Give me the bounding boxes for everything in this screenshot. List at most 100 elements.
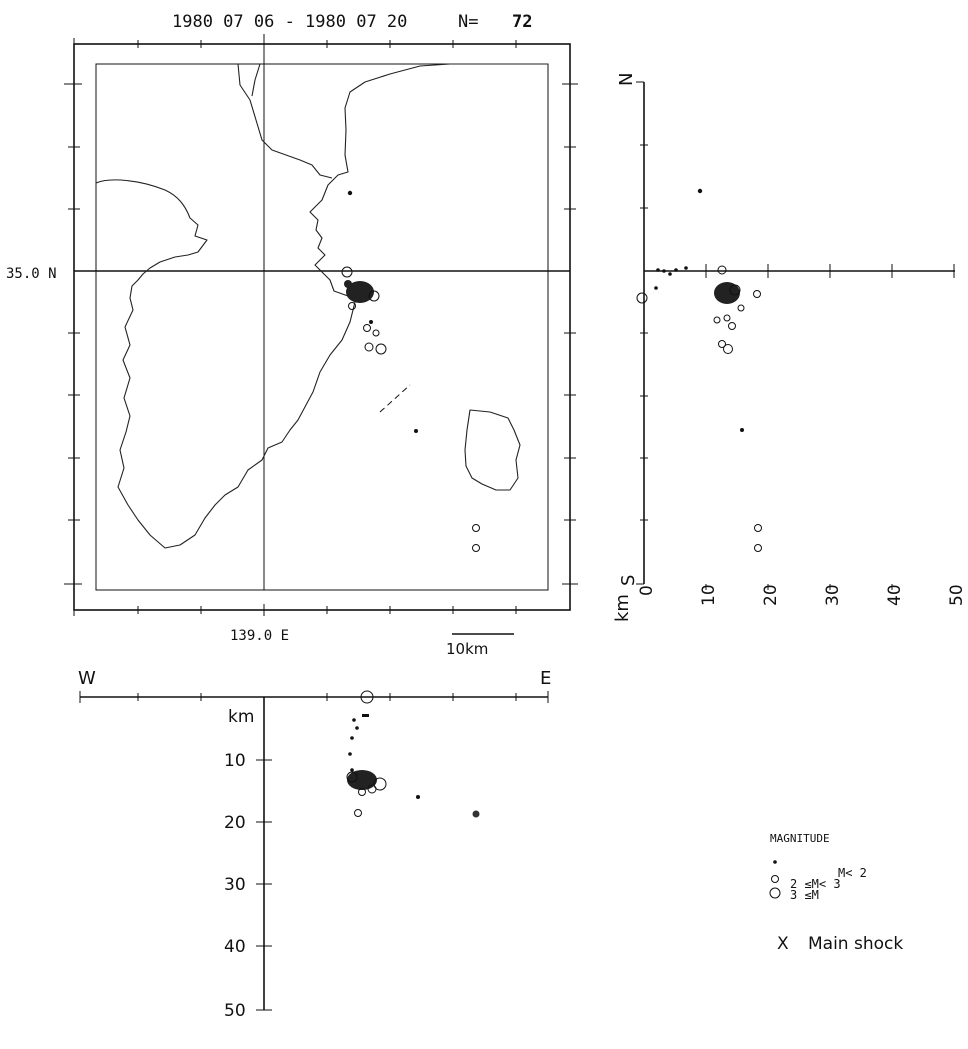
map-ticks [64,38,578,616]
legend-large-circle-symbol [769,887,781,899]
ew-tick-label: 30 [224,875,246,895]
epicenter-dot [344,280,352,288]
legend-item-label: 3 ≤M [790,888,819,902]
hypocenter-circle [358,788,366,796]
legend-small-circle-symbol [771,875,779,883]
ns-tick-label: 30 [823,584,843,606]
hypocenter-circle [723,344,733,354]
lat-label: 35.0 N [6,266,57,282]
ns-tick-label: 40 [885,584,905,606]
hypocenter-circle [753,290,761,298]
epicenter-dot [347,190,353,196]
ns-south-label: S [618,575,639,586]
epicenter-circle [375,343,387,355]
hypocenter-dot [674,268,678,272]
hypocenter-circle [754,544,762,552]
epicenter-map: 35.0 N 139.0 E 10km [6,34,578,658]
legend-title: MAGNITUDE [770,832,830,845]
legend-item-label: 2 ≤M< 3 [790,877,841,891]
hypocenter-dot [348,752,352,756]
hypocenter-dot [350,736,354,740]
ns-tick-label: 50 [947,584,967,606]
count-label: N= [458,12,478,32]
hypocenter-dot [654,286,658,290]
epicenter-circle [363,324,371,332]
hypocenter-dot [668,272,672,276]
map-outer-frame [73,43,571,611]
hypocenter-cluster [714,282,740,304]
main-shock-symbol: X [777,934,789,954]
ew-tick-label: 50 [224,1001,246,1021]
epicenter-circle [372,329,380,337]
hypocenter-circle [367,784,377,794]
legend-dot-symbol [773,860,777,864]
figure-header: 1980 07 06 - 1980 07 20 N= 72 [172,12,532,32]
hypocenter-dot [697,188,703,194]
ns-depth-tick-labels: 0 10 20 30 40 50 [637,584,967,606]
hypocenter-dot [350,768,354,772]
hypocenter-dot [362,714,369,717]
epicenter-circle [348,302,356,310]
ew-km-label: km [228,707,254,727]
hypocenter-circle [346,771,358,783]
ns-km-label: km [612,594,633,622]
hypocenter-dot [684,266,688,270]
main-shock-label: Main shock [808,934,903,954]
island-oshima [464,409,521,491]
hypocenter-dot [662,269,666,273]
epicenter-circle [341,266,353,278]
hypocenter-circle [373,777,387,791]
epicenters [341,190,480,552]
ew-depth-tick-labels: 10 20 30 40 50 [224,751,246,1021]
ns-tick-label: 20 [761,584,781,606]
hypocenter-circle [729,284,741,296]
ew-east-label: E [540,668,551,689]
ew-cross-section: W E km 10 20 30 40 50 [78,668,551,1021]
hypocenter-circle [713,316,721,324]
date-range: 1980 07 06 - 1980 07 20 [172,12,407,32]
count-value: 72 [512,12,532,32]
epicenter-cluster [346,281,374,303]
hypocenter-dot [355,726,359,730]
hypocenter-dot [416,795,420,799]
ns-hypocenters [636,188,762,552]
hypocenter-dot [740,428,744,432]
hypocenter-circle [472,810,480,818]
epicenter-dot [414,429,418,433]
coastline-izu-peninsula [95,63,548,549]
ew-tick-label: 20 [224,813,246,833]
ew-tick-label: 10 [224,751,246,771]
hypocenter-circle [737,304,745,312]
ew-west-label: W [78,668,96,689]
hypocenter-cluster [347,770,377,790]
epicenter-circle [368,290,380,302]
hypocenter-circle [717,265,727,275]
ew-tick-label: 40 [224,937,246,957]
hypocenter-circle [728,322,736,330]
hypocenter-dot [352,718,356,722]
ew-hypocenters [346,690,480,818]
epicenter-dot [369,320,373,324]
ns-axis-ticks [636,81,955,590]
coastline-west-north [251,63,261,97]
ns-cross-section: N S km 0 10 20 30 40 50 [612,73,967,622]
hypocenter-circle [360,690,374,704]
legend-item-label: M< 2 [838,866,867,880]
hypocenter-dot [656,268,660,272]
coastline-north [237,63,333,179]
scale-label: 10km [446,640,488,658]
hypocenter-circle [354,809,362,817]
hypocenter-circle [718,340,726,348]
ew-axis-ticks [79,691,549,1011]
magnitude-legend: MAGNITUDE M< 2 2 ≤M< 3 3 ≤M X Main shock [769,832,903,954]
map-inner-frame [95,63,549,591]
epicenter-circle [472,524,480,532]
ns-tick-label: 0 [637,585,657,596]
epicenter-circle [364,342,374,352]
hypocenter-circle [754,524,762,532]
epicenter-circle [472,544,480,552]
lon-label: 139.0 E [230,628,289,644]
hypocenter-circle [723,314,731,322]
ns-tick-label: 10 [699,584,719,606]
